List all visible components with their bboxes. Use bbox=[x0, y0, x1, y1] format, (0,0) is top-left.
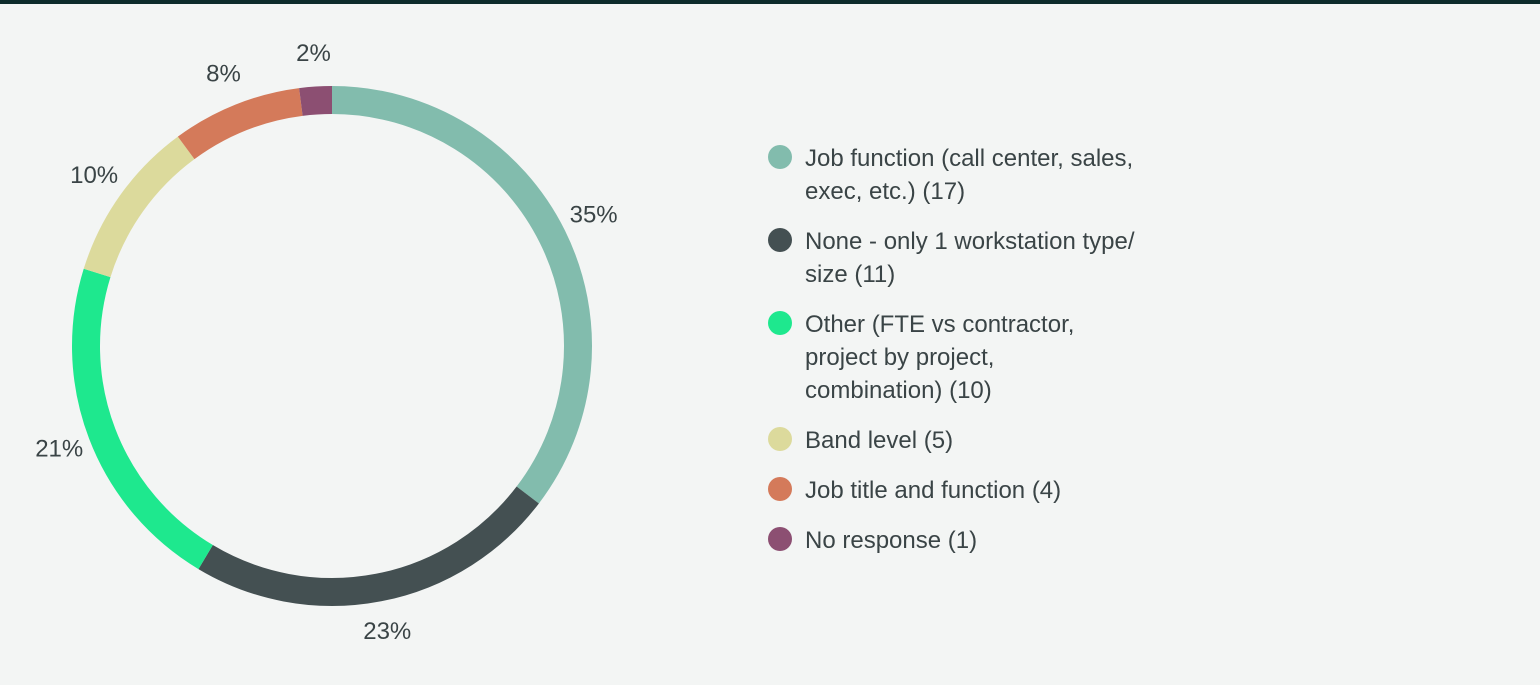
legend-swatch bbox=[768, 311, 792, 335]
legend-item-2: Other (FTE vs contractor, project by pro… bbox=[768, 308, 1208, 407]
donut-slice-5 bbox=[299, 86, 333, 116]
donut-slice-0 bbox=[331, 86, 592, 504]
slice-value-label-0: 35% bbox=[570, 202, 618, 229]
legend-swatch bbox=[768, 477, 792, 501]
legend-label: Job function (call center, sales, exec, … bbox=[805, 145, 1134, 205]
slice-value-label-2: 21% bbox=[35, 436, 83, 463]
legend-label: Job title and function (4) bbox=[805, 477, 1062, 504]
donut-slice-2 bbox=[72, 268, 213, 570]
legend-label: None - only 1 workstation type/ size (11… bbox=[805, 228, 1135, 288]
legend-item-3: Band level (5) bbox=[768, 424, 1208, 457]
legend-item-4: Job title and function (4) bbox=[768, 474, 1208, 507]
donut-value-labels: 35% 23% 21% 10% 8% 2% bbox=[35, 40, 617, 645]
legend-swatch bbox=[768, 145, 792, 169]
slice-value-label-1: 23% bbox=[363, 618, 411, 645]
slice-value-label-4: 8% bbox=[206, 60, 241, 87]
legend-item-0: Job function (call center, sales, exec, … bbox=[768, 142, 1208, 208]
legend-swatch bbox=[768, 228, 792, 252]
slice-value-label-5: 2% bbox=[296, 40, 331, 67]
slice-value-label-3: 10% bbox=[70, 162, 118, 189]
legend-swatch bbox=[768, 427, 792, 451]
donut-slice-3 bbox=[83, 136, 195, 278]
donut-slice-1 bbox=[198, 486, 539, 606]
donut-slices bbox=[72, 86, 592, 606]
legend-label: Other (FTE vs contractor, project by pro… bbox=[805, 311, 1075, 404]
legend-label: No response (1) bbox=[805, 527, 978, 554]
legend-swatch bbox=[768, 527, 792, 551]
legend: Job function (call center, sales, exec, … bbox=[768, 142, 1208, 574]
donut-slice-4 bbox=[177, 88, 303, 160]
legend-label: Band level (5) bbox=[805, 427, 954, 454]
legend-item-5: No response (1) bbox=[768, 524, 1208, 557]
legend-item-1: None - only 1 workstation type/ size (11… bbox=[768, 225, 1208, 291]
top-rule bbox=[0, 0, 1540, 4]
